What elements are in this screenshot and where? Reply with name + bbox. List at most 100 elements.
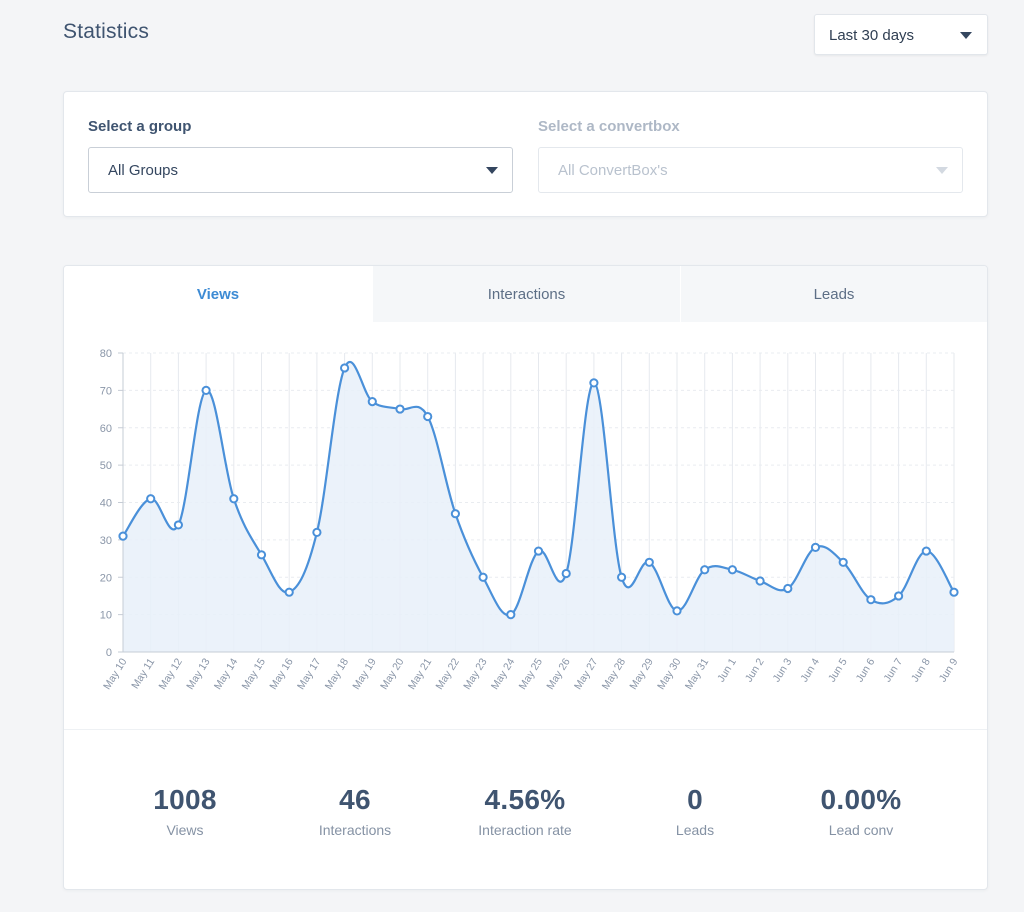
date-range-value: Last 30 days: [829, 27, 915, 44]
data-point: [644, 557, 654, 567]
x-tick-label: Jun 8: [909, 656, 933, 684]
data-point: [617, 572, 627, 582]
metric-tabs: Views Interactions Leads: [64, 266, 987, 322]
data-point: [755, 576, 765, 586]
convertbox-select-label: Select a convertbox: [538, 118, 680, 135]
x-tick-label: May 20: [378, 656, 407, 692]
data-point: [838, 557, 848, 567]
stat-label: Interactions: [318, 822, 392, 838]
x-tick-label: Jun 7: [881, 656, 905, 684]
x-tick-label: May 31: [683, 656, 712, 692]
x-tick-label: Jun 1: [715, 656, 739, 684]
data-point: [783, 583, 793, 594]
x-tick-label: May 30: [655, 656, 684, 692]
stat-views: 1008 Views: [85, 784, 285, 838]
stat-interactions: 46 Interactions: [255, 784, 455, 838]
data-point: [506, 610, 516, 620]
y-tick-label: 70: [100, 385, 112, 397]
data-point: [672, 606, 682, 616]
divider: [64, 729, 987, 730]
y-tick-label: 30: [100, 535, 112, 547]
caret-down-icon: [960, 32, 972, 39]
y-tick-label: 80: [100, 348, 112, 360]
x-tick-label: May 23: [461, 656, 490, 692]
views-line-chart: 0 10 20 30 40 50 60 70 80 May 10 May 11 May 12 May 1…: [100, 348, 961, 692]
x-tick-label: May 16: [267, 656, 296, 692]
x-tick-label: May 25: [517, 656, 546, 692]
data-point: [700, 565, 710, 575]
data-point: [533, 546, 544, 556]
data-point: [423, 411, 433, 422]
data-point: [395, 404, 405, 414]
page-title: Statistics: [63, 20, 150, 43]
x-tick-label: May 19: [350, 656, 379, 692]
x-tick-label: May 15: [240, 656, 269, 692]
x-tick-label: May 21: [406, 656, 435, 692]
x-tick-label: Jun 6: [854, 656, 878, 684]
stat-label: Leads: [675, 822, 715, 838]
data-point: [367, 396, 377, 407]
y-tick-label: 50: [100, 460, 112, 472]
data-point: [866, 595, 876, 605]
stat-label: Lead conv: [828, 822, 894, 838]
x-tick-label: May 18: [323, 656, 352, 692]
convertbox-select-value: All ConvertBox's: [558, 162, 668, 179]
stat-value: 0.00%: [820, 784, 902, 815]
stat-leads: 0 Leads: [595, 784, 795, 838]
data-point: [201, 385, 211, 395]
stat-value: 0: [687, 784, 703, 815]
data-point: [173, 520, 184, 530]
stat-value: 4.56%: [484, 784, 566, 815]
data-point: [561, 568, 571, 579]
x-tick-label: Jun 9: [937, 656, 961, 684]
group-select-label: Select a group: [88, 118, 192, 135]
data-point: [146, 494, 156, 504]
stat-label: Interaction rate: [478, 822, 572, 838]
stat-value: 1008: [153, 784, 217, 815]
stat-interaction-rate: 4.56% Interaction rate: [425, 784, 625, 838]
data-point: [727, 565, 738, 575]
data-point: [478, 572, 488, 582]
x-tick-label: May 11: [129, 656, 157, 691]
group-select[interactable]: All Groups: [88, 147, 513, 193]
stat-label: Views: [166, 822, 204, 838]
y-tick-label: 60: [100, 423, 112, 435]
x-tick-label: Jun 5: [826, 656, 850, 684]
stat-lead-conv: 0.00% Lead conv: [761, 784, 961, 838]
x-tick-label: May 17: [295, 656, 324, 692]
statistics-chart-card: Views Interactions Leads 0 10 20 30 40 50 60 70…: [63, 265, 988, 890]
data-point: [340, 363, 350, 373]
data-point: [589, 378, 599, 388]
series-area: [123, 361, 954, 652]
caret-down-icon: [486, 167, 498, 174]
y-tick-label: 0: [106, 647, 112, 659]
data-point: [921, 546, 931, 556]
tab-leads[interactable]: Leads: [680, 266, 987, 322]
data-point: [229, 494, 239, 504]
x-tick-label: Jun 3: [771, 656, 795, 684]
y-tick-label: 10: [100, 610, 112, 622]
filter-card: Select a group All Groups Select a conve…: [63, 91, 988, 217]
x-tick-label: May 12: [157, 656, 186, 692]
x-tick-label: May 22: [434, 656, 463, 692]
x-tick-label: May 28: [600, 656, 629, 692]
data-point: [894, 591, 904, 601]
caret-down-icon: [936, 167, 948, 174]
convertbox-select: All ConvertBox's: [538, 147, 963, 193]
data-point: [949, 587, 959, 597]
y-tick-label: 20: [100, 572, 112, 584]
tab-interactions[interactable]: Interactions: [372, 266, 680, 322]
group-select-value: All Groups: [108, 162, 179, 179]
x-tick-label: Jun 4: [798, 656, 822, 684]
y-tick-label: 40: [100, 498, 112, 510]
date-range-select[interactable]: Last 30 days: [814, 14, 988, 55]
x-tick-label: May 14: [212, 656, 241, 692]
tab-views[interactable]: Views: [64, 266, 372, 322]
data-point: [450, 509, 460, 519]
x-tick-label: Jun 2: [743, 656, 767, 684]
x-tick-label: May 10: [101, 656, 130, 692]
data-point: [312, 527, 322, 537]
x-tick-label: May 26: [544, 656, 573, 692]
data-point: [256, 550, 267, 560]
data-point: [284, 587, 294, 597]
